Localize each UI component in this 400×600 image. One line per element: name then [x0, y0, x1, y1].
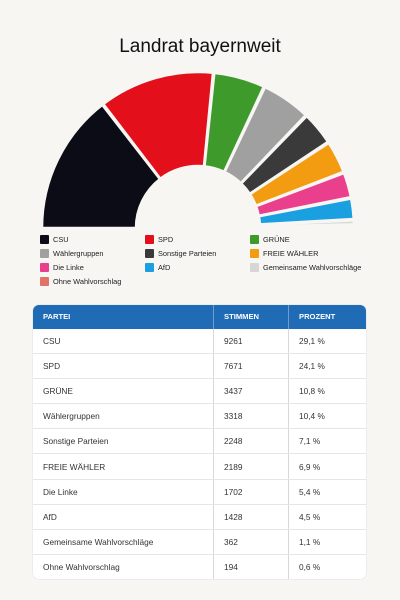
cell-prozent: 29,1 %	[299, 336, 325, 347]
cell-stimmen: 7671	[214, 354, 289, 379]
legend-item[interactable]: Wählergruppen	[40, 248, 145, 259]
legend-swatch	[145, 249, 154, 258]
header-prozent: PROZENT	[299, 312, 336, 321]
cell-stimmen: 1428	[214, 504, 289, 529]
legend-item[interactable]: Sonstige Parteien	[145, 248, 250, 259]
legend-swatch	[250, 263, 259, 272]
table-header: PARTEI STIMMEN PROZENT	[33, 305, 366, 329]
cell-partei: AfD	[33, 504, 214, 529]
results-table: PARTEI STIMMEN PROZENT CSU 9261 29,1 % SPD 7…	[33, 305, 366, 579]
table-row: AfD 1428 4,5 %	[33, 503, 366, 529]
cell-prozent: 0,6 %	[299, 561, 321, 572]
cell-prozent: 4,5 %	[299, 511, 321, 522]
cell-partei: SPD	[33, 354, 214, 379]
table-row: CSU 9261 29,1 %	[33, 329, 366, 354]
legend-label: Sonstige Parteien	[158, 249, 217, 258]
legend-label: Die Linke	[53, 263, 84, 272]
legend-swatch	[40, 249, 49, 258]
table-row: Sonstige Parteien 2248 7,1 %	[33, 428, 366, 454]
legend-item[interactable]: CSU	[40, 234, 145, 245]
legend-swatch	[145, 235, 154, 244]
slice-ohne-wahlvorschlag[interactable]	[258, 224, 356, 230]
cell-prozent: 10,4 %	[299, 411, 325, 422]
legend-label: AfD	[158, 263, 171, 272]
cell-stimmen: 194	[214, 554, 289, 579]
legend-label: GRÜNE	[263, 235, 290, 244]
legend-swatch	[250, 249, 259, 258]
legend-item[interactable]: GRÜNE	[250, 234, 370, 245]
table-row: SPD 7671 24,1 %	[33, 353, 366, 379]
legend-swatch	[40, 263, 49, 272]
cell-stimmen: 3437	[214, 379, 289, 404]
legend-label: FREIE WÄHLER	[263, 249, 319, 258]
table-row: Ohne Wahlvorschlag 194 0,6 %	[33, 553, 366, 579]
legend-swatch	[40, 277, 49, 286]
legend-label: Gemeinsame Wahlvorschläge	[263, 263, 362, 272]
cell-partei: Die Linke	[33, 479, 214, 504]
legend-label: Ohne Wahlvorschlag	[53, 277, 122, 286]
cell-partei: Gemeinsame Wahlvorschläge	[33, 529, 214, 554]
cell-stimmen: 2189	[214, 454, 289, 479]
cell-prozent: 5,4 %	[299, 486, 321, 497]
table-row: Die Linke 1702 5,4 %	[33, 478, 366, 504]
legend-item[interactable]: FREIE WÄHLER	[250, 248, 370, 259]
cell-stimmen: 1702	[214, 479, 289, 504]
header-partei: PARTEI	[33, 305, 214, 329]
cell-partei: GRÜNE	[33, 379, 214, 404]
half-donut-chart	[40, 70, 356, 230]
cell-prozent: 7,1 %	[299, 436, 321, 447]
table-row: FREIE WÄHLER 2189 6,9 %	[33, 453, 366, 479]
cell-stimmen: 9261	[214, 329, 289, 354]
cell-prozent: 24,1 %	[299, 361, 325, 372]
table-row: Gemeinsame Wahlvorschläge 362 1,1 %	[33, 528, 366, 554]
chart-slices	[40, 70, 356, 230]
chart-title: Landrat bayernweit	[119, 36, 281, 57]
cell-partei: FREIE WÄHLER	[33, 454, 214, 479]
legend-label: SPD	[158, 235, 174, 244]
table-row: Wählergruppen 3318 10,4 %	[33, 403, 366, 429]
legend-item[interactable]: Die Linke	[40, 262, 145, 273]
cell-prozent: 10,8 %	[299, 386, 325, 397]
legend-item[interactable]: SPD	[145, 234, 250, 245]
table-row: GRÜNE 3437 10,8 %	[33, 378, 366, 404]
cell-prozent: 6,9 %	[299, 461, 321, 472]
cell-partei: Ohne Wahlvorschlag	[33, 554, 214, 579]
cell-stimmen: 3318	[214, 404, 289, 429]
table-body: CSU 9261 29,1 % SPD 7671 24,1 % GRÜNE 3437 10,8 …	[33, 329, 366, 579]
legend-swatch	[250, 235, 259, 244]
legend-label: CSU	[53, 235, 69, 244]
legend-item[interactable]: AfD	[145, 262, 250, 273]
header-stimmen: STIMMEN	[214, 305, 289, 329]
cell-partei: Wählergruppen	[33, 404, 214, 429]
legend-label: Wählergruppen	[53, 249, 104, 258]
cell-stimmen: 2248	[214, 429, 289, 454]
legend-item[interactable]: Gemeinsame Wahlvorschläge	[250, 262, 370, 273]
slice-csu[interactable]	[40, 103, 162, 230]
cell-partei: CSU	[33, 329, 214, 354]
legend-swatch	[40, 235, 49, 244]
cell-partei: Sonstige Parteien	[33, 429, 214, 454]
cell-stimmen: 362	[214, 529, 289, 554]
slice-spd[interactable]	[102, 70, 215, 180]
cell-prozent: 1,1 %	[299, 536, 321, 547]
legend-item[interactable]: Ohne Wahlvorschlag	[40, 276, 145, 287]
chart-legend: CSU SPD GRÜNE Wählergruppen Sonstige Parteie…	[40, 234, 370, 287]
legend-swatch	[145, 263, 154, 272]
